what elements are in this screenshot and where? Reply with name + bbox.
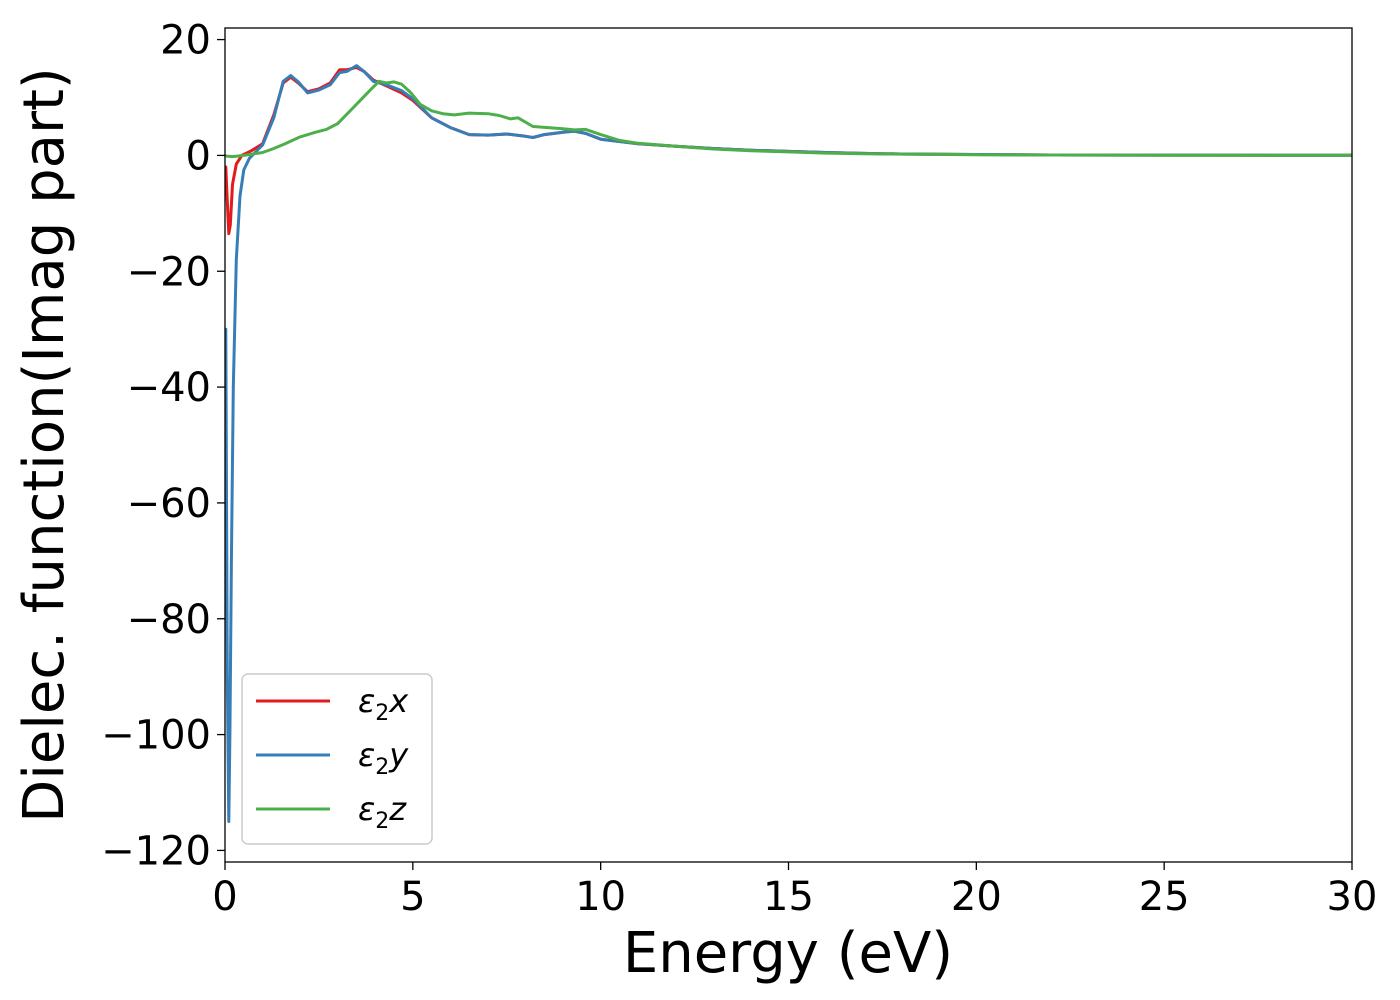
x-axis-title: Energy (eV) bbox=[623, 921, 953, 986]
legend-label-x: ε2x bbox=[358, 682, 409, 726]
y-tick-label: −60 bbox=[127, 481, 211, 527]
legend-label-y: ε2y bbox=[358, 736, 409, 780]
y-tick-label: −100 bbox=[101, 713, 211, 759]
legend: ε2x ε2y ε2z bbox=[241, 673, 433, 845]
x-axis: 0 5 10 15 20 25 30 bbox=[212, 862, 1377, 920]
series-layer bbox=[225, 64, 1352, 823]
y-tick-label: 20 bbox=[160, 18, 211, 64]
x-tick-label: 15 bbox=[763, 874, 814, 920]
legend-label-z: ε2z bbox=[358, 790, 407, 834]
x-tick-label: 20 bbox=[951, 874, 1002, 920]
x-tick-label: 10 bbox=[575, 874, 626, 920]
y-tick-label: 0 bbox=[186, 133, 211, 179]
series-line-z bbox=[225, 79, 1352, 159]
y-tick-label: −20 bbox=[127, 249, 211, 295]
x-tick-label: 25 bbox=[1139, 874, 1190, 920]
y-axis-title: Dielec. function(Imag part) bbox=[12, 67, 77, 823]
legend-box bbox=[241, 673, 433, 845]
y-tick-label: −80 bbox=[127, 597, 211, 643]
y-tick-label: −40 bbox=[127, 365, 211, 411]
x-tick-label: 0 bbox=[212, 874, 237, 920]
x-tick-label: 30 bbox=[1327, 874, 1378, 920]
y-axis: −120 −100 −80 −60 −40 −20 0 20 bbox=[101, 18, 225, 874]
x-tick-label: 5 bbox=[400, 874, 425, 920]
y-tick-label: −120 bbox=[101, 828, 211, 874]
